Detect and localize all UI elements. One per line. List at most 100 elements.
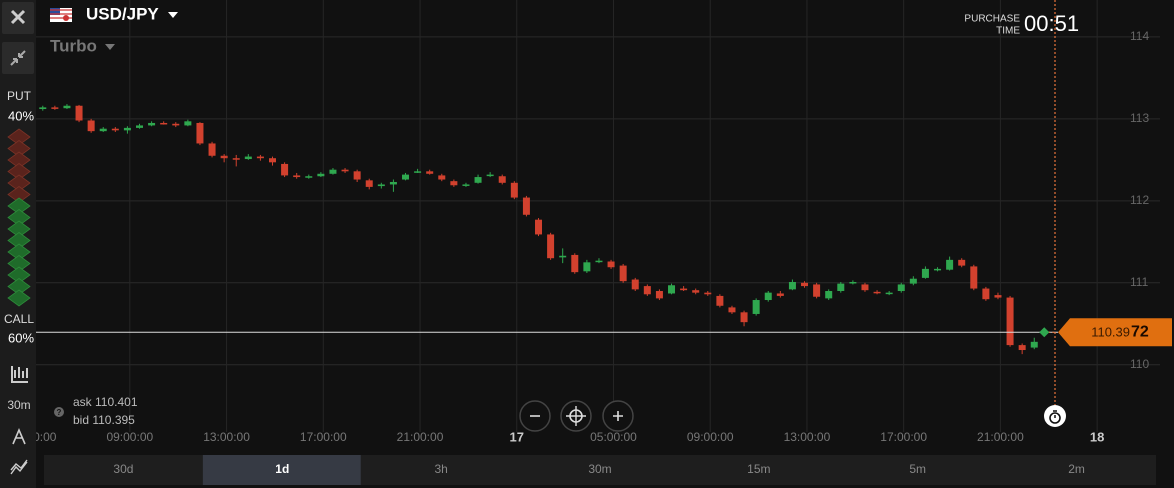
timeframe-tab[interactable] (202, 455, 361, 485)
candle-body (970, 266, 978, 289)
candle-body (728, 307, 736, 313)
y-tick-label: 110 (1130, 357, 1149, 371)
put-percent: 40% (8, 108, 34, 123)
candle-body (293, 175, 301, 178)
candle-body (305, 176, 313, 178)
timeframe-tab[interactable] (997, 455, 1155, 485)
timeframe-tabs: 30d 1d 3h 30m 15m 5m 2m (44, 455, 1155, 485)
candle-body (873, 291, 881, 294)
candle-body (909, 278, 917, 284)
candle-body (897, 284, 905, 292)
x-tick-label: 09:00:00 (106, 430, 153, 444)
asset-dropdown[interactable] (168, 12, 178, 18)
candle-body (281, 163, 289, 176)
collapse-button[interactable] (2, 42, 34, 74)
candle-body (353, 171, 361, 180)
candle-body (921, 268, 929, 278)
drawing-icon[interactable] (10, 459, 28, 475)
chart-type-icon[interactable] (11, 366, 28, 383)
timeframe-tab[interactable] (838, 455, 997, 485)
candle-body (244, 156, 252, 160)
candle-body (752, 300, 760, 314)
candle-body (861, 284, 869, 291)
candle-body (704, 292, 712, 295)
candle-body (958, 259, 966, 266)
timeframe-tab[interactable] (44, 455, 202, 485)
countdown: 00:51 (1024, 11, 1079, 36)
timeframe-label: 1d (275, 462, 289, 476)
sentiment-bar (7, 128, 31, 307)
candle-body (801, 282, 809, 287)
close-icon (10, 9, 26, 25)
timeframe-label: 2m (1068, 462, 1085, 476)
candle-body (232, 158, 240, 160)
candle-body (220, 155, 228, 159)
candle-body (402, 174, 410, 180)
call-percent: 60% (8, 330, 34, 345)
x-tick-label: 13:00:00 (784, 430, 831, 444)
candle-body (510, 182, 518, 198)
candle-body (317, 173, 325, 177)
candle-body (63, 105, 71, 109)
candle-body (365, 180, 373, 187)
candle-body (522, 197, 530, 215)
flag-us (50, 8, 60, 15)
y-tick-label: 114 (1130, 29, 1149, 43)
candle-body (39, 107, 47, 110)
timeframe-tab[interactable] (679, 455, 838, 485)
candle-body (341, 169, 349, 172)
indicators-icon[interactable] (12, 427, 26, 445)
timeframe-label: 5m (909, 462, 926, 476)
candle-body (946, 259, 954, 270)
candle-body (329, 169, 337, 174)
candle-body (547, 234, 555, 259)
call-label: CALL (4, 312, 34, 326)
zoom-in-icon (613, 411, 623, 421)
candle-body (136, 125, 144, 128)
timeframe-tab[interactable] (361, 455, 520, 485)
candle-body (474, 177, 482, 183)
mode-selector[interactable]: Turbo (50, 36, 97, 55)
timeframe-tab[interactable] (520, 455, 679, 485)
candle-body (885, 292, 893, 295)
candle-body (595, 260, 603, 263)
timeframe-label: 30m (588, 462, 611, 476)
timeframe-label: 15m (747, 462, 770, 476)
help-icon[interactable] (54, 407, 64, 417)
candle-body (438, 175, 446, 180)
candle-body (123, 127, 131, 131)
candle-body (148, 122, 156, 126)
candle-body (498, 176, 506, 183)
candle-body (1018, 345, 1026, 351)
candle-body (196, 122, 204, 144)
candle-body (571, 254, 579, 273)
candle-body (994, 295, 1002, 298)
candle-body (450, 181, 458, 186)
candle-body (849, 281, 857, 284)
candle-body (99, 128, 107, 132)
candle-body (813, 284, 821, 297)
current-point (1039, 327, 1050, 338)
candle-body (377, 184, 385, 187)
purchase-label: PURCHASE (964, 14, 1020, 25)
time-label: TIME (996, 26, 1020, 37)
candle-body (160, 122, 168, 125)
flag-jp (63, 15, 69, 21)
candle-body (256, 156, 264, 159)
interval-button[interactable]: 30m (7, 398, 30, 412)
candle-body (680, 288, 688, 291)
candle-body (172, 123, 180, 126)
y-tick-label: 113 (1130, 111, 1149, 125)
timeframe-label: 30d (113, 462, 133, 476)
candle-body (655, 291, 663, 299)
mode-dropdown[interactable] (105, 44, 115, 50)
sentiment-diamond (7, 289, 31, 307)
candle-body (982, 288, 990, 300)
asset-name[interactable]: USD/JPY (86, 4, 159, 23)
x-tick-label: 21:00:00 (977, 430, 1024, 444)
price-tag-pips: 72 (1131, 323, 1149, 340)
candle-body (631, 279, 639, 290)
candle-body (607, 261, 615, 268)
candle-body (426, 171, 434, 174)
candle-body (788, 281, 796, 290)
